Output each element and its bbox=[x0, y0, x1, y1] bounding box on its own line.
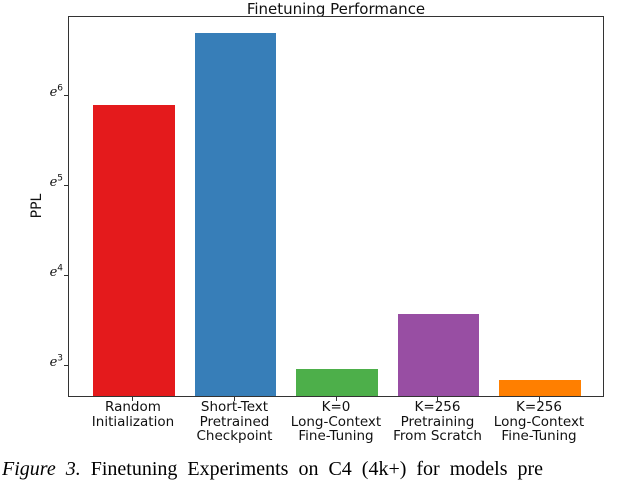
x-tick-label-4: K=256 Long-Context Fine-Tuning bbox=[493, 399, 585, 444]
y-axis-label: PPL bbox=[29, 193, 45, 219]
y-tick-label: e5 bbox=[49, 174, 63, 191]
bar-2 bbox=[296, 369, 378, 396]
x-tick-label-2: K=0 Long-Context Fine-Tuning bbox=[290, 399, 382, 444]
x-tick-label-3: K=256 Pretraining From Scratch bbox=[393, 399, 482, 444]
x-tick-mark bbox=[538, 397, 540, 401]
y-tick-label: e6 bbox=[49, 83, 63, 101]
y-tick-mark bbox=[64, 274, 68, 276]
bar-0 bbox=[93, 104, 175, 396]
y-tick-label: e4 bbox=[49, 264, 63, 281]
figure-caption-label: Figure 3. bbox=[2, 458, 81, 480]
bar-1 bbox=[194, 32, 277, 396]
x-tick-mark bbox=[132, 397, 134, 401]
x-tick-mark bbox=[437, 397, 438, 401]
x-tick-label-1: Short-Text Pretrained Checkpoint bbox=[196, 399, 273, 444]
x-tick-mark bbox=[233, 397, 235, 401]
y-tick-mark bbox=[64, 364, 68, 366]
x-tick-mark bbox=[335, 397, 337, 401]
y-tick-mark bbox=[64, 184, 68, 186]
bar-4 bbox=[499, 379, 581, 396]
chart-title: Finetuning Performance bbox=[246, 0, 426, 18]
y-tick-label: e3 bbox=[49, 354, 63, 371]
x-tick-label-0: Random Initialization bbox=[91, 399, 175, 430]
figure-caption: Figure 3. Finetuning Experiments on C4 (… bbox=[2, 456, 640, 482]
y-tick-mark bbox=[64, 94, 68, 96]
figure-caption-text: Finetuning Experiments on C4 (4k+) for m… bbox=[80, 458, 544, 480]
bar-3 bbox=[397, 314, 480, 396]
plot-area bbox=[68, 16, 604, 397]
